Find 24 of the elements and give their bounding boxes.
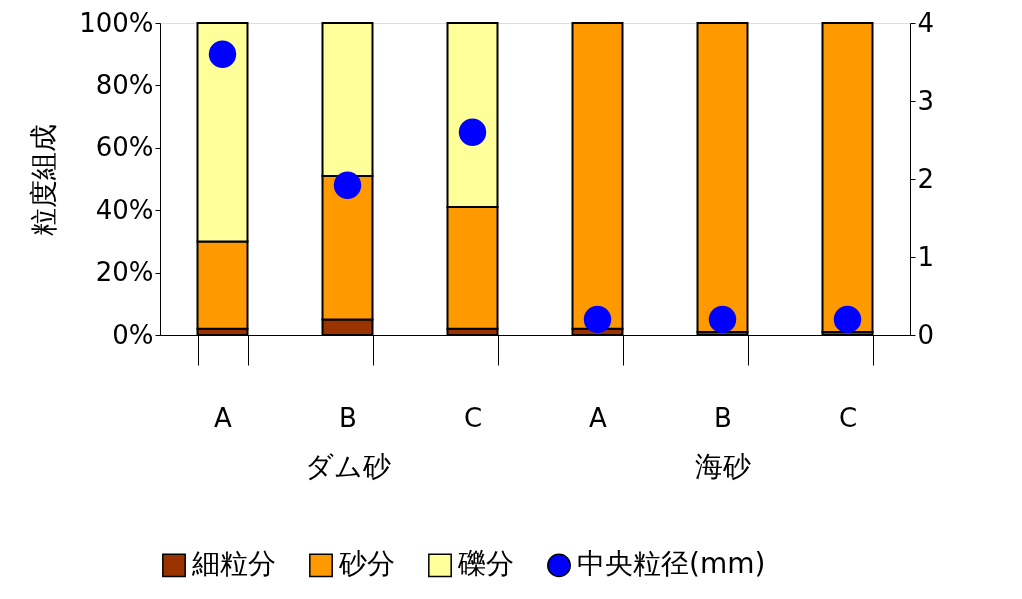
x-tick-label: C	[463, 402, 483, 433]
y-tick-label: 80%	[95, 69, 154, 100]
legend-label: 砂分	[338, 547, 395, 581]
y2-tick-label: 3	[917, 85, 935, 116]
x-tick-label: B	[339, 402, 357, 433]
y2-tick-label: 0	[917, 319, 935, 350]
legend-label: 中央粒径(mm)	[577, 547, 766, 581]
y-axis-title: 粒度組成	[27, 123, 61, 236]
text: 海砂	[694, 450, 751, 483]
y-tick-label: 60%	[95, 132, 154, 163]
text: ダム砂	[304, 450, 391, 483]
y2-tick-label: 1	[917, 241, 935, 272]
y2-tick-label: 2	[917, 163, 935, 194]
y2-tick-label: 4	[917, 7, 935, 38]
x-tick-label: A	[214, 402, 233, 433]
legend-label: 礫分	[457, 547, 514, 581]
legend-label: 細粒分	[191, 547, 276, 581]
y-tick-label: 100%	[79, 7, 154, 38]
y-tick-label: 20%	[95, 257, 154, 288]
x-tick-label: B	[714, 402, 732, 433]
y-tick-label: 0%	[112, 319, 154, 350]
y-tick-label: 40%	[95, 194, 154, 225]
x-tick-label: C	[838, 402, 858, 433]
x-tick-label: A	[589, 402, 608, 433]
